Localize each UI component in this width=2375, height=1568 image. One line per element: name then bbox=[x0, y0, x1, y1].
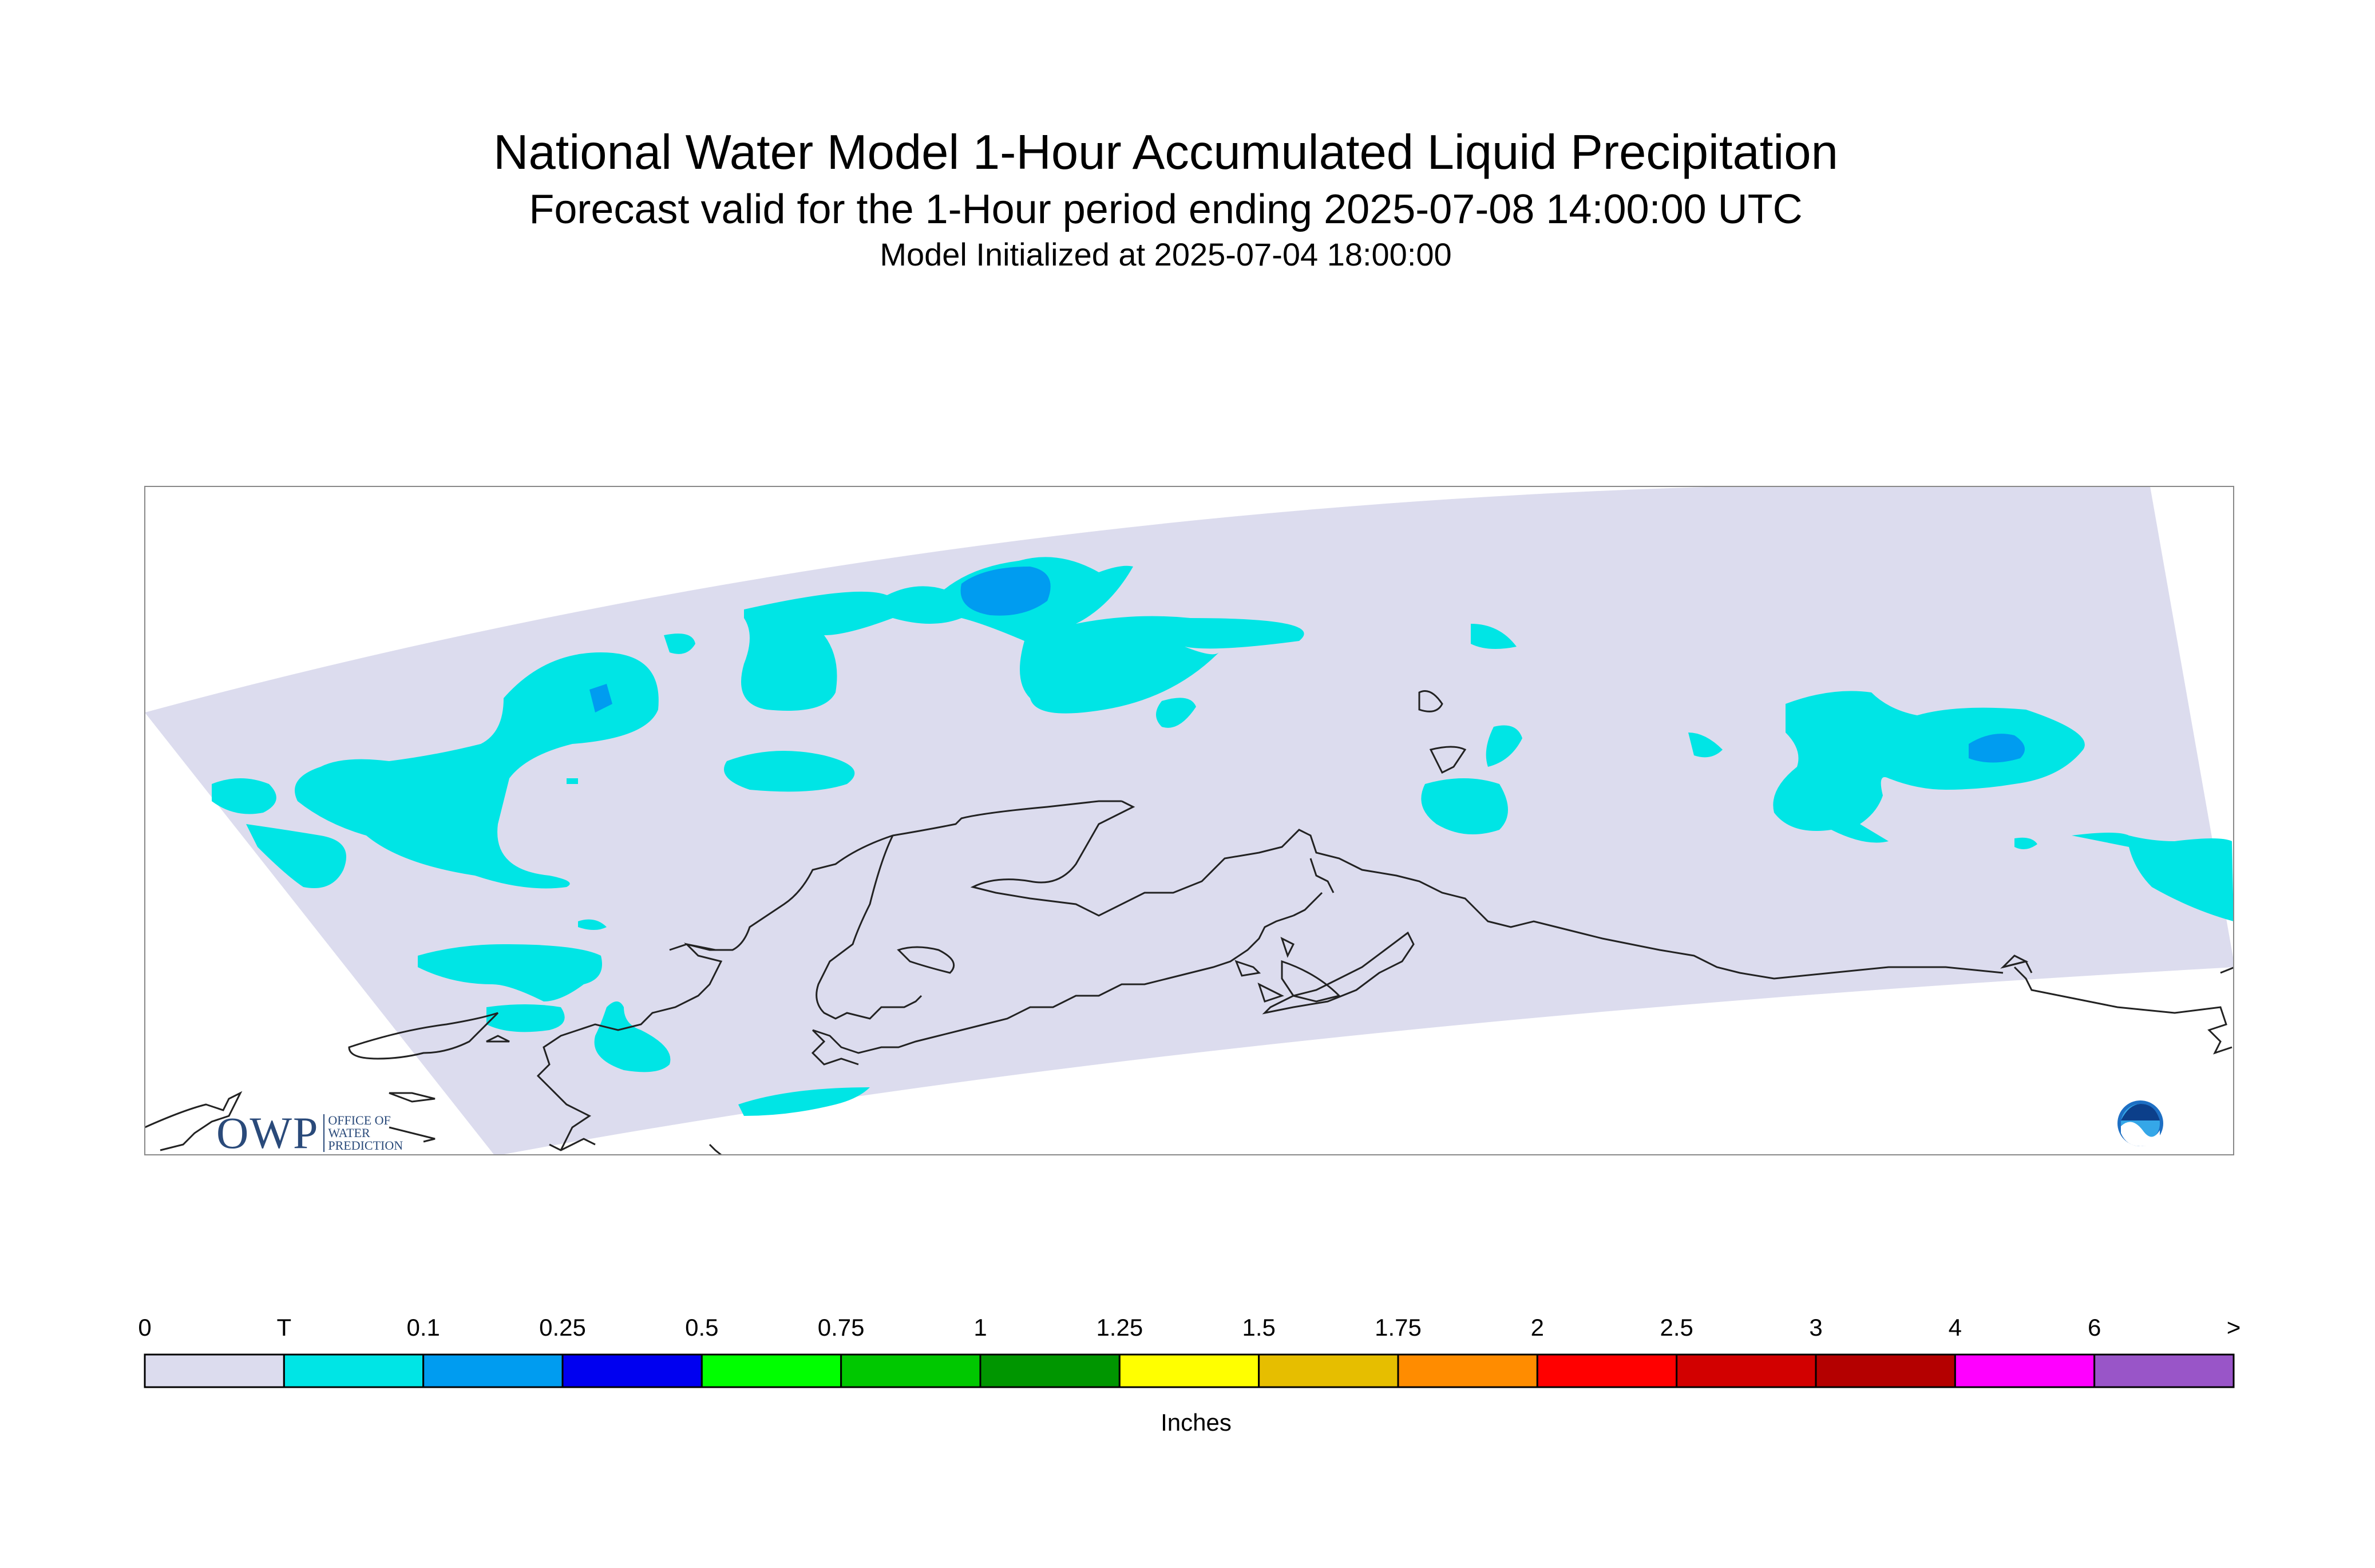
legend-swatch bbox=[422, 1353, 564, 1388]
legend-tick-label: 6 bbox=[2087, 1314, 2101, 1341]
legend-swatch bbox=[144, 1353, 285, 1388]
model-init-label: Model Initialized at 2025-07-04 18:00:00 bbox=[880, 236, 1452, 272]
owp-logo-subtitle: OFFICE OF WATER PREDICTION bbox=[323, 1114, 403, 1152]
legend-color-bar bbox=[144, 1353, 2235, 1388]
legend-tick-label: 0.25 bbox=[539, 1314, 586, 1341]
owp-logo-letters: OWP bbox=[216, 1108, 319, 1158]
legend-tick-label: 1 bbox=[973, 1314, 987, 1341]
legend-tick-label: 1.25 bbox=[1096, 1314, 1143, 1341]
legend-tick-label: 2 bbox=[1530, 1314, 1545, 1341]
legend-tick-label: 1.75 bbox=[1375, 1314, 1422, 1341]
map-frame bbox=[144, 486, 2234, 1155]
model-domain bbox=[145, 486, 2234, 1155]
legend-swatch bbox=[1118, 1353, 1260, 1388]
legend-tick-label: 0 bbox=[138, 1314, 152, 1341]
legend-swatch bbox=[2093, 1353, 2235, 1388]
legend-swatch bbox=[283, 1353, 425, 1388]
precip-0.1-areas bbox=[589, 567, 2025, 763]
owp-logo-line: PREDICTION bbox=[328, 1138, 403, 1153]
legend-tick-label: 3 bbox=[1809, 1314, 1823, 1341]
forecast-valid-subtitle: Forecast valid for the 1-Hour period end… bbox=[529, 187, 1803, 232]
trace-precip-areas bbox=[212, 557, 2234, 1116]
legend-tick-label: T bbox=[276, 1314, 292, 1341]
legend-swatch bbox=[1258, 1353, 1399, 1388]
legend-tick-label: 2.5 bbox=[1660, 1314, 1693, 1341]
legend-swatch bbox=[561, 1353, 703, 1388]
legend-tick-label: > bbox=[2226, 1314, 2241, 1341]
legend-swatch bbox=[979, 1353, 1121, 1388]
noaa-logo bbox=[2117, 1100, 2163, 1146]
legend-swatch bbox=[1397, 1353, 1538, 1388]
legend-tick-label: 0.1 bbox=[406, 1314, 440, 1341]
legend-units-label: Inches bbox=[1161, 1409, 1232, 1436]
legend-tick-label: 0.5 bbox=[685, 1314, 719, 1341]
owp-logo-line: WATER bbox=[328, 1126, 370, 1140]
legend-swatch bbox=[840, 1353, 981, 1388]
legend-tick-label: 1.5 bbox=[1242, 1314, 1276, 1341]
legend-swatch bbox=[1676, 1353, 1817, 1388]
legend-swatch bbox=[1954, 1353, 2096, 1388]
coastline bbox=[145, 690, 2234, 1155]
owp-logo-line: OFFICE OF bbox=[328, 1113, 391, 1127]
chart-title: National Water Model 1-Hour Accumulated … bbox=[493, 125, 1838, 180]
legend-tick-label: 0.75 bbox=[817, 1314, 865, 1341]
legend-tick-label: 4 bbox=[1948, 1314, 1962, 1341]
legend-swatch bbox=[700, 1353, 842, 1388]
legend-swatch bbox=[1536, 1353, 1678, 1388]
legend-swatch bbox=[1815, 1353, 1956, 1388]
owp-logo: OWP OFFICE OF WATER PREDICTION bbox=[216, 1107, 403, 1159]
